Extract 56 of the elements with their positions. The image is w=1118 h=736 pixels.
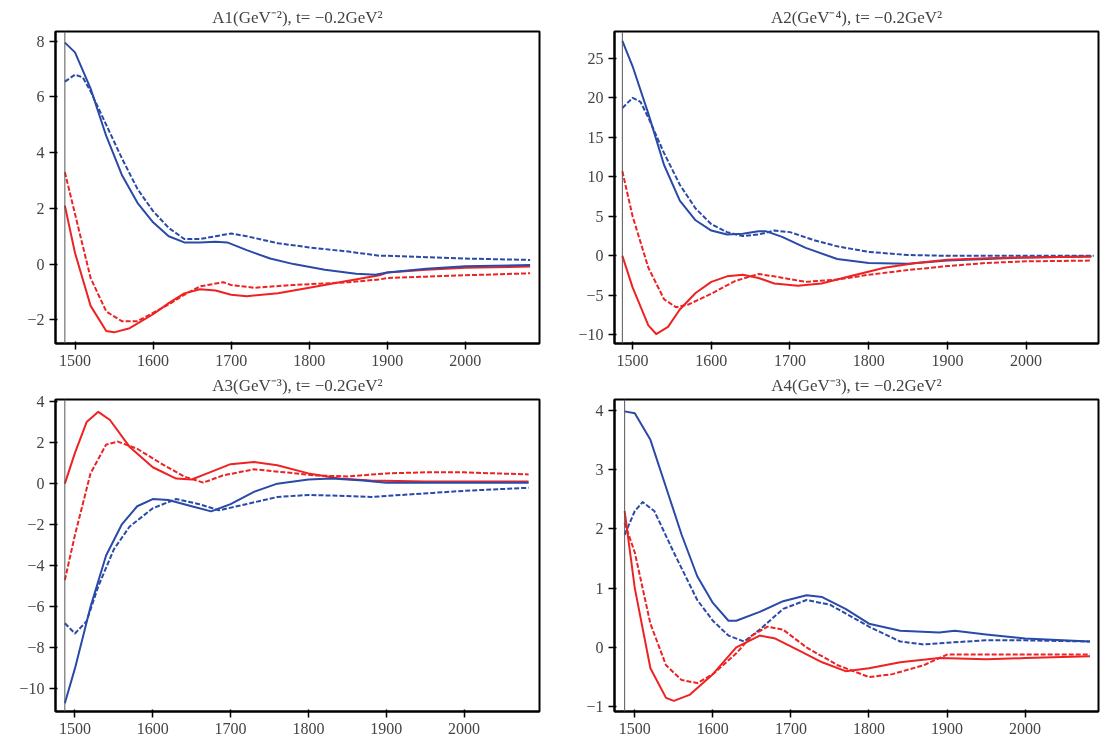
x-tick-label: 2000 [448, 719, 481, 736]
y-tick-label: 1 [595, 579, 604, 597]
chart-title: A1(GeV⁻²), t= −0.2GeV² [212, 7, 383, 27]
y-tick-label: 3 [595, 460, 604, 478]
x-tick-label: 1500 [59, 351, 92, 369]
x-tick-label: 1600 [695, 351, 728, 369]
x-tick-label: 1600 [137, 351, 170, 369]
y-tick-label: 10 [587, 168, 604, 186]
y-tick-label: 2 [36, 199, 45, 217]
y-tick-label: 2 [36, 434, 45, 452]
x-tick-label: 1800 [852, 719, 885, 736]
chart-title: A4(GeV⁻³), t= −0.2GeV² [771, 375, 942, 395]
x-tick-label: 2000 [449, 351, 482, 369]
x-tick-label: 1700 [215, 351, 248, 369]
y-tick-label: −4 [27, 557, 45, 575]
y-tick-label: 0 [595, 638, 604, 656]
y-tick-label: 4 [36, 393, 45, 411]
x-tick-label: 1900 [931, 351, 964, 369]
y-tick-label: −8 [27, 639, 45, 657]
y-tick-label: −6 [27, 598, 45, 616]
x-tick-label: 1900 [931, 719, 964, 736]
chart-title: A2(GeV⁻⁴), t= −0.2GeV² [770, 7, 943, 27]
x-tick-label: 1900 [370, 719, 403, 736]
y-tick-label: 6 [36, 88, 45, 106]
y-tick-label: 2 [595, 520, 604, 538]
x-tick-label: 2000 [1010, 351, 1043, 369]
x-tick-label: 1900 [371, 351, 404, 369]
x-tick-label: 1500 [58, 719, 91, 736]
y-tick-label: 0 [36, 475, 45, 493]
y-tick-label: 0 [36, 255, 45, 273]
x-tick-label: 2000 [1009, 719, 1042, 736]
x-tick-label: 1500 [618, 719, 651, 736]
x-tick-label: 1700 [774, 351, 806, 369]
x-tick-label: 1600 [136, 719, 169, 736]
y-tick-label: 4 [595, 401, 604, 419]
y-tick-label: 5 [595, 207, 604, 225]
x-tick-label: 1600 [696, 719, 729, 736]
y-tick-label: 8 [36, 32, 45, 50]
y-tick-label: 20 [587, 89, 604, 107]
y-tick-label: 0 [595, 247, 604, 265]
y-tick-label: 25 [587, 49, 604, 67]
x-tick-label: 1800 [852, 351, 885, 369]
y-tick-label: −5 [586, 286, 604, 304]
x-tick-label: 1500 [616, 351, 649, 369]
y-tick-label: 4 [36, 144, 45, 162]
x-tick-label: 1800 [293, 351, 326, 369]
x-tick-label: 1800 [292, 719, 325, 736]
x-tick-label: 1700 [214, 719, 247, 736]
y-tick-label: −2 [27, 311, 45, 329]
y-tick-label: −10 [578, 326, 604, 344]
chart-title: A3(GeV⁻³), t= −0.2GeV² [212, 375, 383, 395]
x-tick-label: 1700 [774, 719, 807, 736]
y-tick-label: −1 [586, 698, 604, 716]
y-tick-label: −10 [19, 680, 45, 698]
y-tick-label: −2 [27, 516, 45, 534]
y-tick-label: 15 [587, 128, 604, 146]
